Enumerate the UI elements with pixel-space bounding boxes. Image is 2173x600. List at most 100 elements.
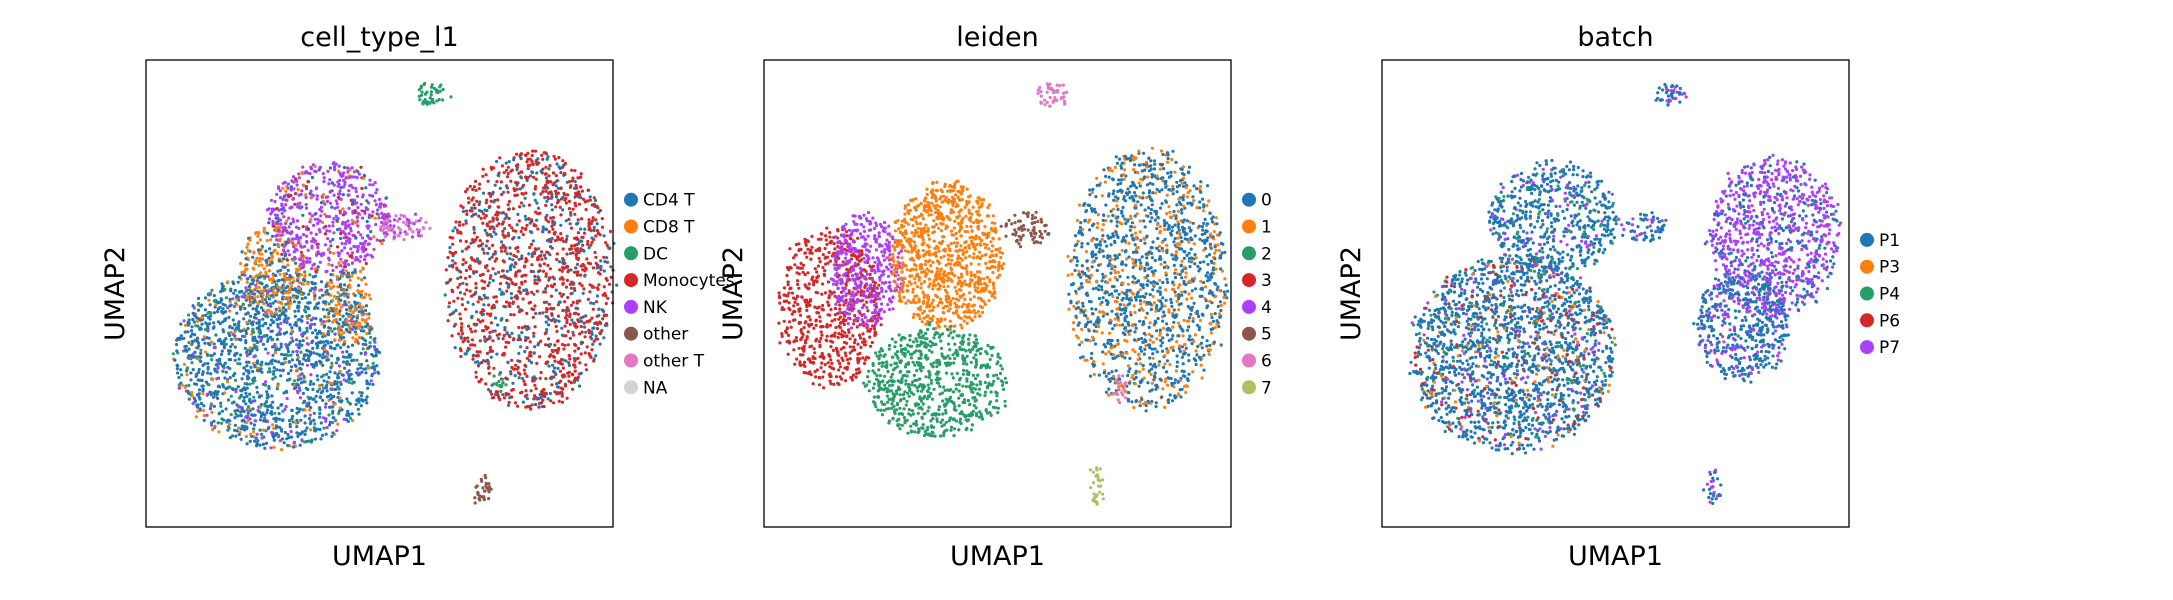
point-Monocytes: [495, 180, 499, 184]
point-CD8 T: [300, 171, 304, 175]
point-Monocytes: [554, 192, 558, 196]
point-CD8 T: [323, 348, 327, 352]
point-CD8 T: [333, 338, 337, 342]
point-NK: [314, 232, 318, 236]
point-CD4 T: [332, 382, 336, 386]
point-Monocytes: [589, 221, 594, 226]
point-3: [822, 386, 826, 390]
point-CD4 T: [275, 431, 279, 435]
point-CD4 T: [313, 306, 317, 310]
point-CD4 T: [554, 372, 558, 377]
point-CD4 T: [561, 292, 566, 296]
point-NK: [335, 265, 339, 269]
point-CD8 T: [309, 217, 313, 221]
point-Monocytes: [492, 366, 496, 370]
point-other T: [414, 219, 419, 223]
point-CD4 T: [280, 290, 284, 294]
point-CD4 T: [187, 391, 191, 395]
point-3: [809, 322, 814, 327]
point-CD8 T: [267, 269, 271, 273]
point-3: [820, 353, 824, 357]
point-CD8 T: [351, 418, 355, 423]
legend-item: CD4 T: [624, 191, 695, 211]
point-CD8 T: [350, 274, 354, 278]
point-NK: [275, 233, 279, 237]
point-CD4 T: [241, 418, 245, 422]
point-CD4 T: [328, 420, 332, 424]
point-other T: [396, 219, 400, 223]
point-Monocytes: [294, 192, 298, 196]
point-CD4 T: [597, 314, 601, 318]
point-Monocytes: [483, 335, 487, 339]
point-CD8 T: [254, 274, 258, 278]
point-Monocytes: [458, 282, 462, 286]
point-CD4 T: [503, 217, 507, 221]
point-NK: [296, 241, 300, 245]
point-3: [844, 318, 848, 322]
point-CD4 T: [345, 360, 349, 364]
point-CD4 T: [337, 409, 341, 413]
point-CD4 T: [488, 257, 492, 261]
point-CD4 T: [303, 429, 307, 433]
point-CD8 T: [256, 302, 260, 306]
point-3: [802, 349, 806, 353]
point-Monocytes: [471, 357, 475, 361]
point-Monocytes: [598, 320, 602, 324]
point-CD4 T: [541, 228, 545, 232]
point-Monocytes: [530, 218, 534, 222]
point-CD4 T: [488, 335, 492, 339]
point-CD4 T: [259, 414, 263, 419]
point-CD8 T: [367, 316, 371, 320]
point-NK: [319, 214, 323, 218]
point-Monocytes: [461, 223, 465, 227]
point-Monocytes: [470, 198, 474, 202]
point-Monocytes: [577, 202, 582, 206]
point-CD8 T: [256, 295, 260, 299]
point-CD4 T: [222, 339, 226, 343]
point-DC: [504, 383, 508, 387]
point-Monocytes: [488, 204, 492, 208]
point-CD8 T: [265, 308, 270, 312]
point-3: [854, 255, 859, 259]
point-CD4 T: [326, 332, 330, 336]
point-NK: [342, 417, 346, 421]
point-NK: [260, 436, 264, 440]
point-CD4 T: [265, 410, 269, 415]
point-3: [837, 368, 841, 372]
point-NK: [265, 208, 270, 212]
point-CD4 T: [557, 260, 562, 264]
point-Monocytes: [503, 249, 507, 253]
point-CD4 T: [353, 326, 358, 330]
point-DC: [350, 381, 354, 385]
point-CD4 T: [312, 426, 316, 430]
point-Monocytes: [604, 301, 608, 306]
point-CD4 T: [253, 399, 257, 403]
point-CD4 T: [536, 157, 540, 161]
point-3: [862, 343, 867, 347]
point-CD4 T: [472, 271, 476, 275]
point-NK: [341, 185, 346, 189]
point-CD4 T: [517, 236, 521, 240]
point-NK: [373, 199, 377, 203]
legend-item: DC: [624, 244, 668, 264]
point-CD8 T: [253, 261, 257, 265]
point-Monocytes: [540, 250, 544, 254]
point-Monocytes: [522, 379, 526, 383]
point-CD4 T: [551, 369, 556, 373]
point-CD4 T: [321, 398, 325, 402]
point-CD4 T: [548, 391, 553, 396]
point-CD4 T: [535, 218, 539, 222]
point-3: [841, 371, 845, 375]
point-Monocytes: [533, 149, 538, 153]
point-CD4 T: [258, 443, 262, 447]
point-3: [803, 273, 807, 277]
point-NK: [206, 327, 210, 331]
point-DC: [190, 361, 194, 365]
point-NK: [327, 224, 331, 228]
point-NK: [310, 322, 314, 326]
point-CD8 T: [265, 239, 269, 243]
point-CD4 T: [245, 394, 249, 398]
point-Monocytes: [525, 346, 529, 350]
point-NK: [378, 197, 382, 201]
point-other T: [407, 227, 411, 231]
